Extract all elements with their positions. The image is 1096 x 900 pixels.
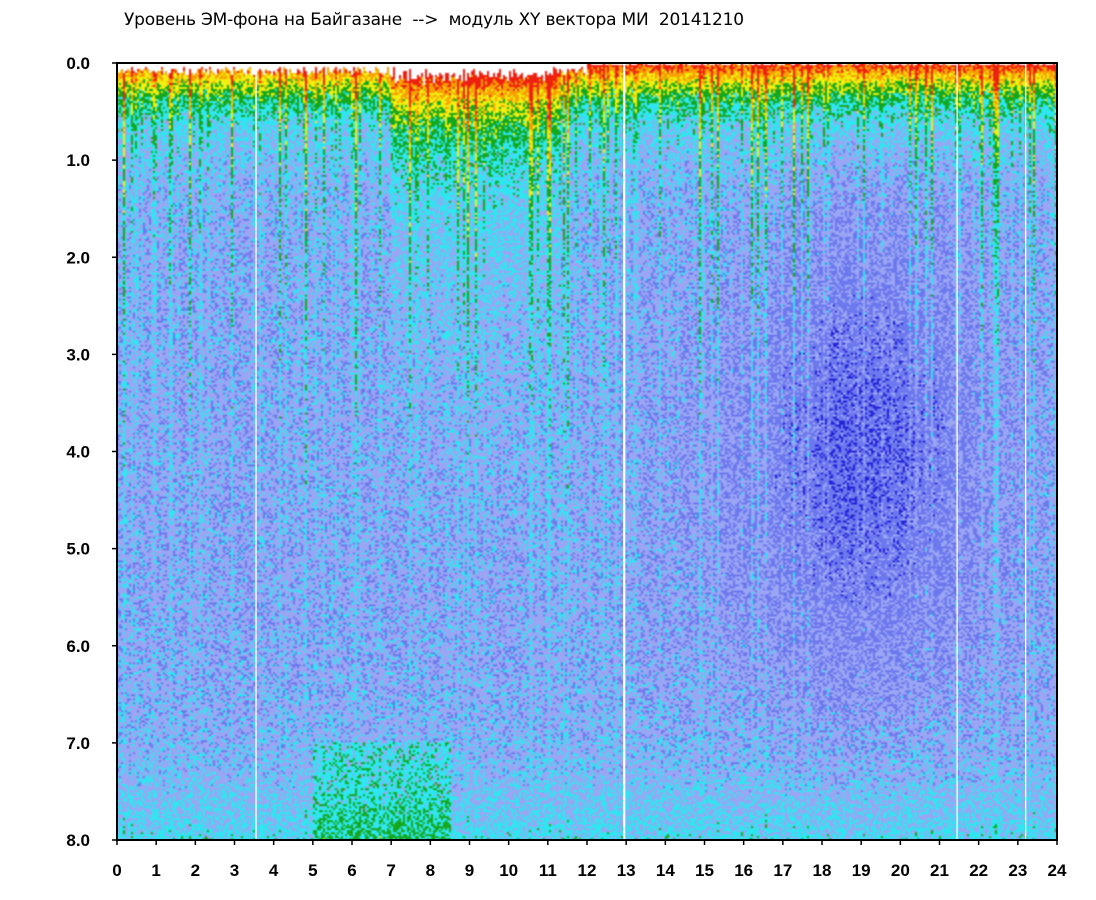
x-tick-label: 0 — [112, 861, 121, 880]
y-tick-label: 2.0 — [66, 248, 90, 267]
white-lines — [255, 63, 1027, 840]
y-axis: 0.0 1.0 2.0 3.0 4.0 5.0 6.0 7.0 8.0 — [66, 54, 117, 850]
heatmap-image — [117, 63, 1057, 840]
x-tick-label: 2 — [191, 861, 200, 880]
y-tick-label: 3.0 — [66, 345, 90, 364]
x-tick-label: 1 — [151, 861, 160, 880]
x-tick-label: 12 — [578, 861, 597, 880]
x-tick-label: 19 — [852, 861, 871, 880]
x-tick-label: 3 — [230, 861, 239, 880]
x-tick-label: 24 — [1048, 861, 1067, 880]
x-tick-label: 11 — [539, 861, 557, 880]
x-tick-label: 23 — [1008, 861, 1027, 880]
x-tick-label: 18 — [813, 861, 832, 880]
x-tick-label: 14 — [656, 861, 675, 880]
x-tick-label: 22 — [969, 861, 988, 880]
x-tick-label: 5 — [308, 861, 317, 880]
x-tick-label: 10 — [499, 861, 518, 880]
x-tick-label: 6 — [347, 861, 356, 880]
x-tick-label: 9 — [465, 861, 474, 880]
y-tick-label: 5.0 — [66, 540, 90, 559]
x-tick-label: 4 — [269, 861, 279, 880]
y-tick-label: 0.0 — [66, 54, 90, 73]
y-tick-label: 8.0 — [66, 831, 90, 850]
y-tick-label: 1.0 — [66, 151, 90, 170]
x-tick-label: 16 — [734, 861, 753, 880]
x-tick-label: 17 — [773, 861, 792, 880]
x-tick-label: 13 — [617, 861, 636, 880]
x-tick-label: 20 — [891, 861, 910, 880]
x-tick-label: 21 — [930, 861, 949, 880]
y-tick-label: 6.0 — [66, 637, 90, 656]
x-tick-label: 7 — [386, 861, 395, 880]
chart-title: Уровень ЭМ-фона на Байгазане --> модуль … — [124, 10, 744, 30]
x-axis: 0 1 2 3 4 5 6 7 8 9 10 11 12 13 14 15 16 17 18 19 20 21 22 23 24 — [112, 840, 1067, 880]
x-tick-label: 15 — [695, 861, 714, 880]
x-tick-label: 8 — [426, 861, 435, 880]
plot-area — [117, 63, 1057, 840]
y-tick-label: 7.0 — [66, 734, 90, 753]
y-tick-label: 4.0 — [66, 443, 90, 462]
